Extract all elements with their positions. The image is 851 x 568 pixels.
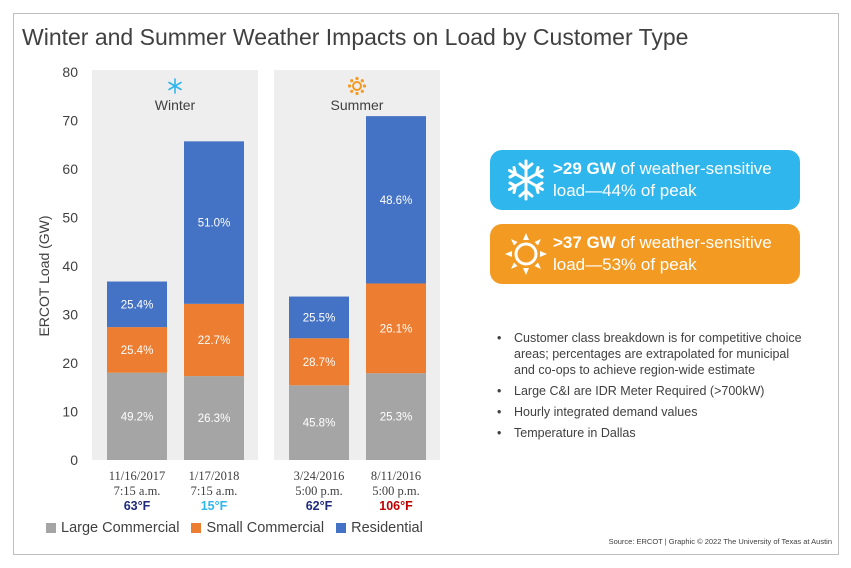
legend-swatch	[191, 523, 202, 533]
legend-item-residential: Residential	[336, 520, 423, 536]
winter-callout: >29 GW of weather-sensitive load—44% of …	[490, 150, 800, 210]
x-tick-temp: 15°F	[201, 499, 228, 513]
x-tick-time: 5:00 p.m.	[295, 484, 343, 498]
summer-callout-text: >37 GW of weather-sensitive load—53% of …	[553, 233, 772, 274]
y-tick-label: 20	[62, 355, 78, 371]
winter-callout-text: >29 GW of weather-sensitive load—44% of …	[553, 159, 772, 200]
chart-title: Winter and Summer Weather Impacts on Loa…	[22, 24, 689, 50]
y-tick-label: 60	[62, 161, 78, 177]
data-label: 25.5%	[303, 312, 336, 324]
data-label: 48.6%	[380, 195, 413, 207]
bar-segment	[366, 373, 426, 460]
sun-icon	[347, 76, 367, 96]
note-item: Hourly integrated demand values	[497, 404, 807, 420]
group-label: Winter	[155, 97, 196, 113]
x-tick-time: 7:15 a.m.	[114, 484, 161, 498]
x-tick-temp: 63°F	[124, 499, 151, 513]
y-tick-label: 0	[70, 452, 78, 468]
y-tick-label: 70	[62, 113, 78, 129]
data-label: 49.2%	[121, 411, 154, 423]
data-label: 26.1%	[380, 323, 413, 335]
legend-label: Large Commercial	[61, 520, 180, 536]
legend-label: Small Commercial	[206, 520, 325, 536]
snowflake-icon	[168, 78, 182, 94]
bar-segment	[366, 116, 426, 284]
summer-callout: >37 GW of weather-sensitive load—53% of …	[490, 224, 800, 284]
data-label: 22.7%	[198, 335, 231, 347]
data-label: 51.0%	[198, 218, 231, 230]
y-axis-label: ERCOT Load (GW)	[36, 215, 52, 336]
y-tick-label: 40	[62, 258, 78, 274]
y-tick-label: 10	[62, 404, 78, 420]
y-tick-label: 50	[62, 210, 78, 226]
bar-segment	[289, 385, 349, 460]
legend-item-large-commercial: Large Commercial	[46, 520, 179, 536]
x-tick-date: 3/24/2016	[294, 469, 345, 483]
y-tick-label: 80	[62, 64, 78, 80]
x-tick-time: 5:00 p.m.	[372, 484, 420, 498]
y-tick-label: 30	[62, 307, 78, 323]
chart-frame	[13, 13, 839, 555]
data-label: 45.8%	[303, 418, 336, 430]
bar-segment	[107, 327, 167, 373]
x-tick-date: 8/11/2016	[371, 469, 421, 483]
note-item: Customer class breakdown is for competit…	[497, 330, 807, 378]
bar-segment	[366, 283, 426, 374]
data-label: 28.7%	[303, 357, 336, 369]
x-tick-date: 11/16/2017	[109, 469, 165, 483]
bar-segment	[289, 338, 349, 386]
legend-label: Residential	[351, 520, 423, 536]
x-tick-time: 7:15 a.m.	[191, 484, 238, 498]
legend-swatch	[46, 523, 56, 533]
data-label: 25.3%	[380, 412, 413, 424]
legend-item-small-commercial: Small Commercial	[191, 520, 324, 536]
chart-legend: Large Commercial Small Commercial Reside…	[46, 520, 423, 536]
bar-segment	[184, 376, 244, 460]
bar-segment	[107, 372, 167, 460]
notes-list: Customer class breakdown is for competit…	[497, 330, 807, 446]
note-item: Temperature in Dallas	[497, 425, 807, 441]
bar-segment	[107, 281, 167, 328]
data-label: 25.4%	[121, 345, 154, 357]
sun-icon	[505, 233, 547, 275]
note-item: Large C&I are IDR Meter Required (>700kW…	[497, 383, 807, 399]
data-label: 25.4%	[121, 299, 154, 311]
bar-segment	[289, 296, 349, 339]
x-tick-date: 1/17/2018	[189, 469, 240, 483]
x-tick-temp: 62°F	[306, 499, 333, 513]
bar-segment	[184, 303, 244, 377]
source-note: Source: ERCOT | Graphic © 2022 The Unive…	[608, 537, 832, 546]
snowflake-icon	[508, 159, 544, 201]
legend-swatch	[336, 523, 347, 533]
group-label: Summer	[331, 97, 384, 113]
x-tick-temp: 106°F	[379, 499, 413, 513]
data-label: 26.3%	[198, 413, 231, 425]
bar-segment	[184, 141, 244, 304]
